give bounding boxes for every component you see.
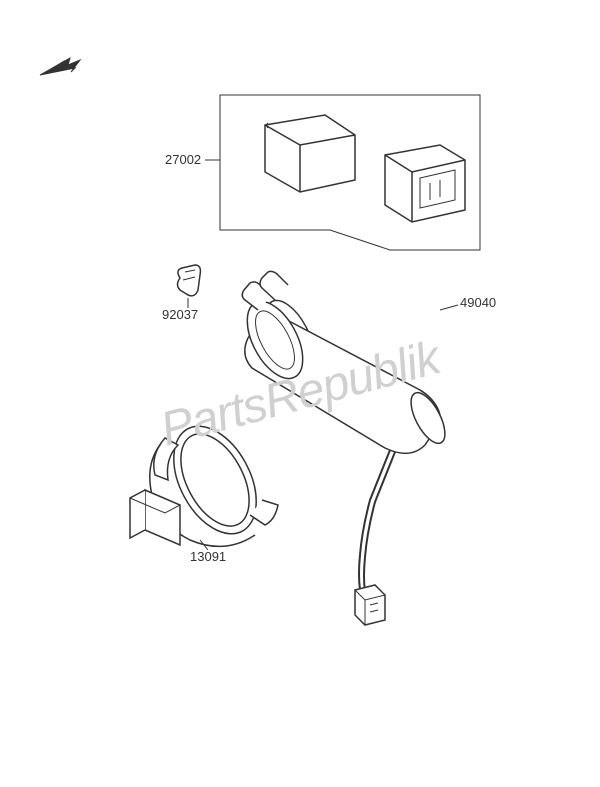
diagram-svg <box>0 0 600 787</box>
part-fuel-pump <box>236 271 458 625</box>
label-27002: 27002 <box>165 152 201 167</box>
label-13091: 13091 <box>190 549 226 564</box>
parts-diagram: PartsRepublik 27002 92037 49040 13091 <box>0 0 600 787</box>
label-49040: 49040 <box>460 295 496 310</box>
part-holder <box>130 412 278 550</box>
label-92037: 92037 <box>162 307 198 322</box>
part-relay-assembly <box>205 95 480 250</box>
part-clamp <box>178 265 201 308</box>
